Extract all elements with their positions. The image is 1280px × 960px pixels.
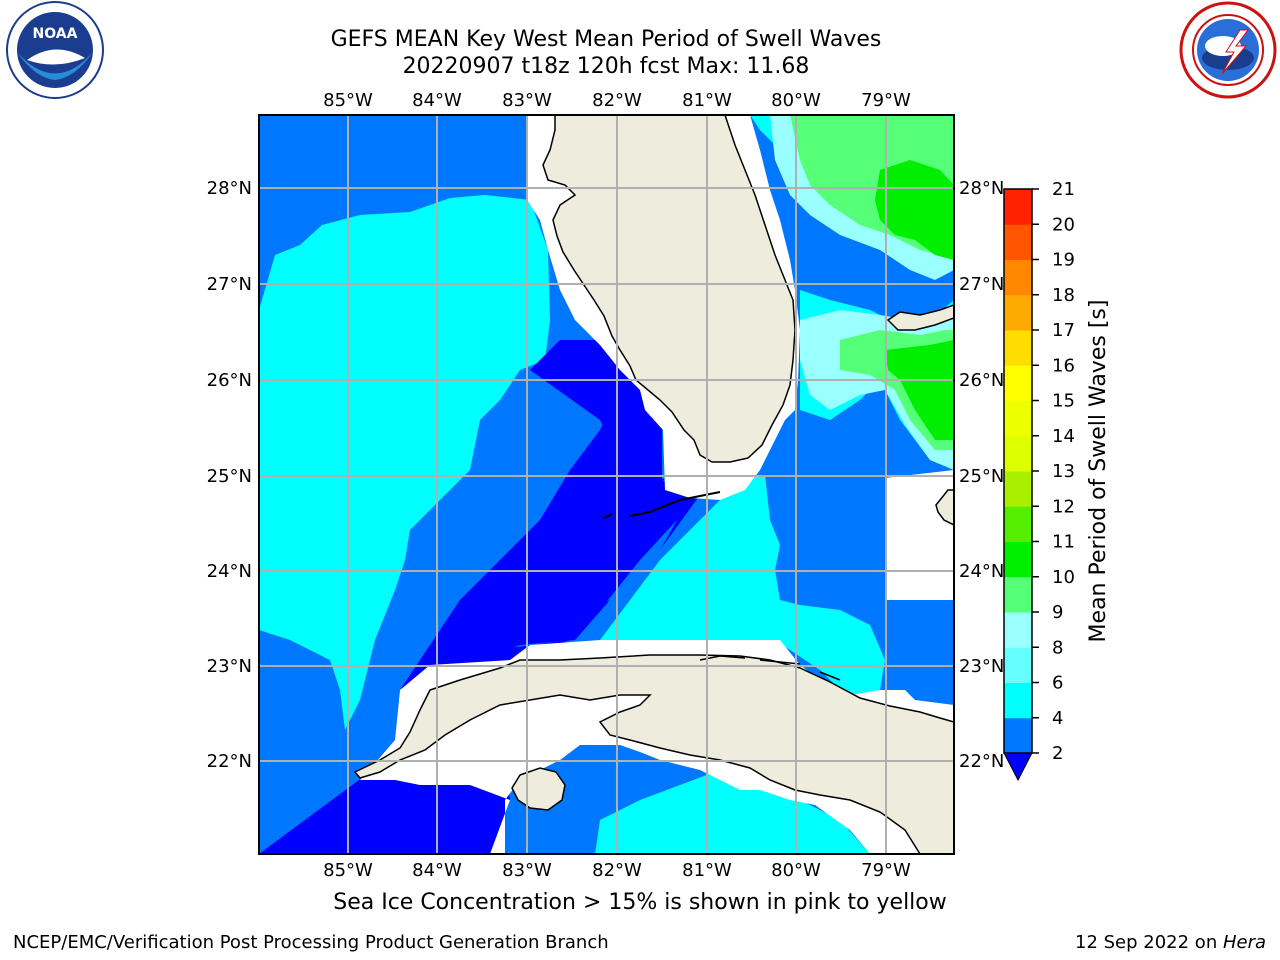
footer-date-text: 12 Sep 2022 on [1075,932,1223,953]
footer-host: Hera [1222,932,1266,953]
swell-period-field-under-2-strait [420,380,700,662]
map-panel [259,115,954,854]
colorbar-band [1004,612,1032,648]
colorbar-tick-label: 21 [1052,179,1075,200]
footer-date: 12 Sep 2022 on Hera [1075,932,1266,953]
colorbar-tick-label: 8 [1052,637,1063,658]
colorbar-bands [1004,189,1032,754]
lat-label-right: 26°N [959,370,1004,391]
lon-label-top: 82°W [592,90,642,111]
footer-credit: NCEP/EMC/Verification Post Processing Pr… [13,932,609,953]
land-florida [542,115,796,463]
colorbar-band [1004,400,1032,437]
colorbar-tick-label: 12 [1052,496,1075,517]
lon-label-bottom: 79°W [861,860,911,881]
colorbar-band [1004,435,1032,472]
lon-label-bottom: 84°W [412,860,462,881]
swell-period-field-4-6-west [259,115,550,730]
colorbar-tick-label: 20 [1052,214,1075,235]
lon-label-top: 85°W [323,90,373,111]
colorbar-band [1004,717,1032,754]
lat-label-right: 23°N [959,656,1004,677]
map-frame [258,114,955,855]
lat-label-left: 24°N [207,561,252,582]
colorbar-tick-label: 10 [1052,567,1075,588]
colorbar-tick-label: 14 [1052,426,1075,447]
lat-label-left: 26°N [207,370,252,391]
no-data-mask-bahamas-east [885,470,954,600]
colorbar-band [1004,294,1032,331]
lat-label-right: 27°N [959,274,1004,295]
lon-label-top: 80°W [771,90,821,111]
lat-label-left: 23°N [207,656,252,677]
lat-label-right: 24°N [959,561,1004,582]
florida-keys [603,491,721,519]
noaa-logo-text: NOAA [33,26,78,42]
graticule [259,115,954,854]
colorbar-band [1004,471,1032,507]
colorbar-tick-label: 19 [1052,250,1075,271]
map-caption: Sea Ice Concentration > 15% is shown in … [333,890,947,915]
colorbar-band [1004,682,1032,719]
colorbar-band [1004,541,1032,578]
colorbar-band [1004,506,1032,542]
colorbar-tick-label: 4 [1052,708,1063,729]
swell-period-field-4-6-east [600,475,885,700]
lat-label-left: 28°N [207,178,252,199]
colorbar-band [1004,330,1032,366]
colorbar-tick-label: 17 [1052,320,1075,341]
lon-label-bottom: 83°W [502,860,552,881]
lon-label-top: 84°W [412,90,462,111]
lon-label-top: 79°W [861,90,911,111]
nws-logo [1179,1,1277,99]
lat-label-right: 22°N [959,751,1004,772]
colorbar-under-triangle [1003,752,1033,782]
colorbar-band [1004,647,1032,683]
colorbar-tick-label: 2 [1052,743,1063,764]
colorbar-tick-label: 13 [1052,461,1075,482]
colorbar-tick-label: 18 [1052,285,1075,306]
colorbar-band [1004,224,1032,260]
colorbar-band [1004,365,1032,401]
map-title: GEFS MEAN Key West Mean Period of Swell … [330,27,882,52]
colorbar-band [1004,576,1032,613]
lon-label-bottom: 82°W [592,860,642,881]
map-subtitle: 20220907 t18z 120h fcst Max: 11.68 [402,54,810,79]
colorbar-tick-label: 16 [1052,355,1075,376]
lon-label-bottom: 85°W [323,860,373,881]
lon-label-bottom: 80°W [771,860,821,881]
colorbar-tick-label: 6 [1052,673,1063,694]
lat-label-left: 25°N [207,466,252,487]
swell-period-field-10-11-ne [875,160,954,260]
colorbar: 2 4 6 8 9 10 11 12 13 14 15 16 17 18 19 20 21 Mean Perio… [1003,179,1111,782]
land-cuba [353,654,954,854]
swell-period-field-10-11-bahamas [885,340,954,440]
colorbar-tick-label: 15 [1052,391,1075,412]
lon-label-top: 81°W [682,90,732,111]
lon-label-top: 83°W [502,90,552,111]
colorbar-band [1004,189,1032,225]
land-grand-bahama [886,304,954,331]
lat-label-right: 25°N [959,466,1004,487]
colorbar-ticks: 2 4 6 8 9 10 11 12 13 14 15 16 17 18 19 20 21 [1032,179,1075,764]
land-andros [935,489,954,526]
lon-label-bottom: 81°W [682,860,732,881]
lat-label-left: 22°N [207,751,252,772]
noaa-logo: NOAA [6,1,104,99]
colorbar-label: Mean Period of Swell Waves [s] [1086,300,1111,643]
lat-label-right: 28°N [959,178,1004,199]
colorbar-band [1004,259,1032,296]
lat-label-left: 27°N [207,274,252,295]
colorbar-tick-label: 11 [1052,532,1075,553]
land-isla-juventud [511,767,566,811]
colorbar-tick-label: 9 [1052,602,1063,623]
swell-period-field-4-6-south [595,770,870,854]
